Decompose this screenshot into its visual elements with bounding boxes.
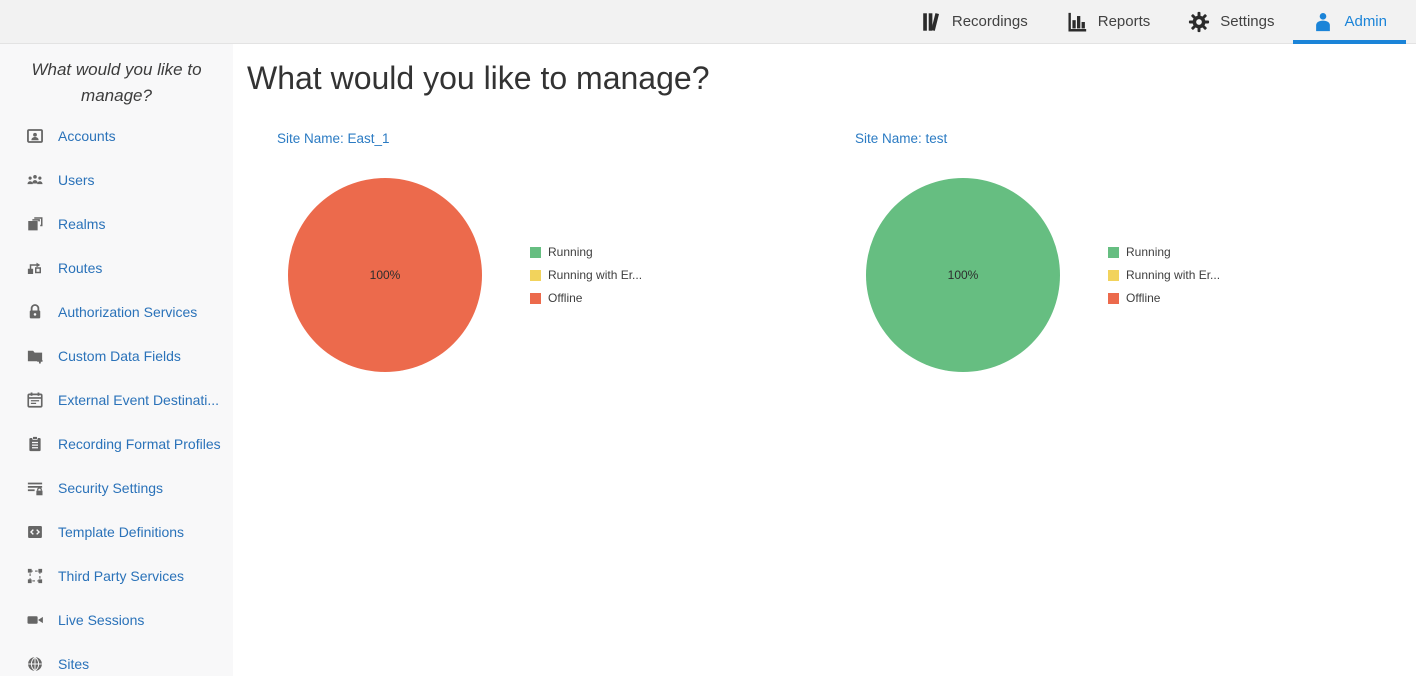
legend-item-running: Running	[1108, 245, 1220, 259]
site-chart-test: Site Name: test 100% Running Running wit…	[811, 131, 1389, 372]
sidebar-item-recording-format-profiles[interactable]: Recording Format Profiles	[0, 422, 233, 466]
reports-icon	[1066, 11, 1088, 33]
sidebar-item-accounts[interactable]: Accounts	[0, 114, 233, 158]
sidebar-item-template-definitions[interactable]: Template Definitions	[0, 510, 233, 554]
sidebar-item-custom-data-fields[interactable]: Custom Data Fields	[0, 334, 233, 378]
chart-title: Site Name: East_1	[277, 131, 811, 146]
legend-item-offline: Offline	[530, 291, 642, 305]
realms-icon	[26, 215, 44, 233]
globe-icon	[26, 655, 44, 673]
tab-label: Admin	[1344, 13, 1387, 30]
sidebar-item-external-event-destinations[interactable]: External Event Destinati...	[0, 378, 233, 422]
code-brackets-icon	[26, 523, 44, 541]
sidebar-item-sites[interactable]: Sites	[0, 642, 233, 686]
tab-label: Recordings	[952, 13, 1028, 30]
dashed-box-icon	[26, 567, 44, 585]
routes-icon	[26, 259, 44, 277]
recordings-icon	[920, 11, 942, 33]
sidebar-item-label: Sites	[58, 656, 89, 672]
sidebar-item-authorization-services[interactable]: Authorization Services	[0, 290, 233, 334]
legend-label: Offline	[1126, 291, 1160, 305]
sidebar-item-label: Live Sessions	[58, 612, 144, 628]
pie-chart[interactable]: 100%	[288, 178, 482, 372]
sidebar-item-users[interactable]: Users	[0, 158, 233, 202]
tab-recordings[interactable]: Recordings	[901, 0, 1047, 43]
sidebar-item-label: Accounts	[58, 128, 116, 144]
legend-label: Running with Er...	[548, 268, 642, 282]
legend-item-offline: Offline	[1108, 291, 1220, 305]
tab-admin[interactable]: Admin	[1293, 0, 1406, 43]
charts-row: Site Name: East_1 100% Running Running w…	[233, 131, 1416, 372]
clipboard-icon	[26, 435, 44, 453]
legend-swatch-offline	[530, 293, 541, 304]
video-camera-icon	[26, 611, 44, 629]
pie-row: 100% Running Running with Er... Offline	[811, 178, 1389, 372]
list-lock-icon	[26, 479, 44, 497]
legend-swatch-running-with-errors	[530, 270, 541, 281]
site-chart-east-1: Site Name: East_1 100% Running Running w…	[233, 131, 811, 372]
folder-plus-icon	[26, 347, 44, 365]
legend-swatch-running	[1108, 247, 1119, 258]
calendar-icon	[26, 391, 44, 409]
tab-settings[interactable]: Settings	[1169, 0, 1293, 43]
legend-item-running-with-errors: Running with Er...	[1108, 268, 1220, 282]
chart-legend: Running Running with Er... Offline	[1108, 245, 1220, 305]
sidebar-item-live-sessions[interactable]: Live Sessions	[0, 598, 233, 642]
settings-icon	[1188, 11, 1210, 33]
legend-label: Running with Er...	[1126, 268, 1220, 282]
sidebar-item-third-party-services[interactable]: Third Party Services	[0, 554, 233, 598]
legend-item-running-with-errors: Running with Er...	[530, 268, 642, 282]
main-content: What would you like to manage? Site Name…	[233, 44, 1416, 676]
page-title: What would you like to manage?	[247, 60, 1416, 97]
sidebar-item-label: Template Definitions	[58, 524, 184, 540]
tab-label: Reports	[1098, 13, 1151, 30]
sidebar-header: What would you like to manage?	[0, 44, 233, 114]
sidebar-item-routes[interactable]: Routes	[0, 246, 233, 290]
pie-percentage-label: 100%	[948, 268, 979, 282]
tab-reports[interactable]: Reports	[1047, 0, 1170, 43]
sidebar-item-realms[interactable]: Realms	[0, 202, 233, 246]
sidebar-item-label: Third Party Services	[58, 568, 184, 584]
users-icon	[26, 171, 44, 189]
legend-swatch-offline	[1108, 293, 1119, 304]
lock-icon	[26, 303, 44, 321]
admin-icon	[1312, 11, 1334, 33]
sidebar-item-label: Routes	[58, 260, 102, 276]
sidebar-item-label: Realms	[58, 216, 105, 232]
pie-percentage-label: 100%	[370, 268, 401, 282]
sidebar-item-label: Custom Data Fields	[58, 348, 181, 364]
sidebar-item-label: Security Settings	[58, 480, 163, 496]
accounts-icon	[26, 127, 44, 145]
sidebar-item-security-settings[interactable]: Security Settings	[0, 466, 233, 510]
legend-swatch-running-with-errors	[1108, 270, 1119, 281]
top-navigation-bar: Recordings Reports	[0, 0, 1416, 44]
legend-label: Running	[548, 245, 593, 259]
sidebar-item-label: External Event Destinati...	[58, 392, 219, 408]
sidebar-item-label: Authorization Services	[58, 304, 197, 320]
legend-item-running: Running	[530, 245, 642, 259]
sidebar: What would you like to manage? Accounts …	[0, 44, 233, 676]
sidebar-item-label: Recording Format Profiles	[58, 436, 221, 452]
chart-legend: Running Running with Er... Offline	[530, 245, 642, 305]
chart-title: Site Name: test	[855, 131, 1389, 146]
pie-chart[interactable]: 100%	[866, 178, 1060, 372]
pie-row: 100% Running Running with Er... Offline	[233, 178, 811, 372]
sidebar-item-label: Users	[58, 172, 95, 188]
tab-label: Settings	[1220, 13, 1274, 30]
legend-label: Offline	[548, 291, 582, 305]
legend-label: Running	[1126, 245, 1171, 259]
legend-swatch-running	[530, 247, 541, 258]
